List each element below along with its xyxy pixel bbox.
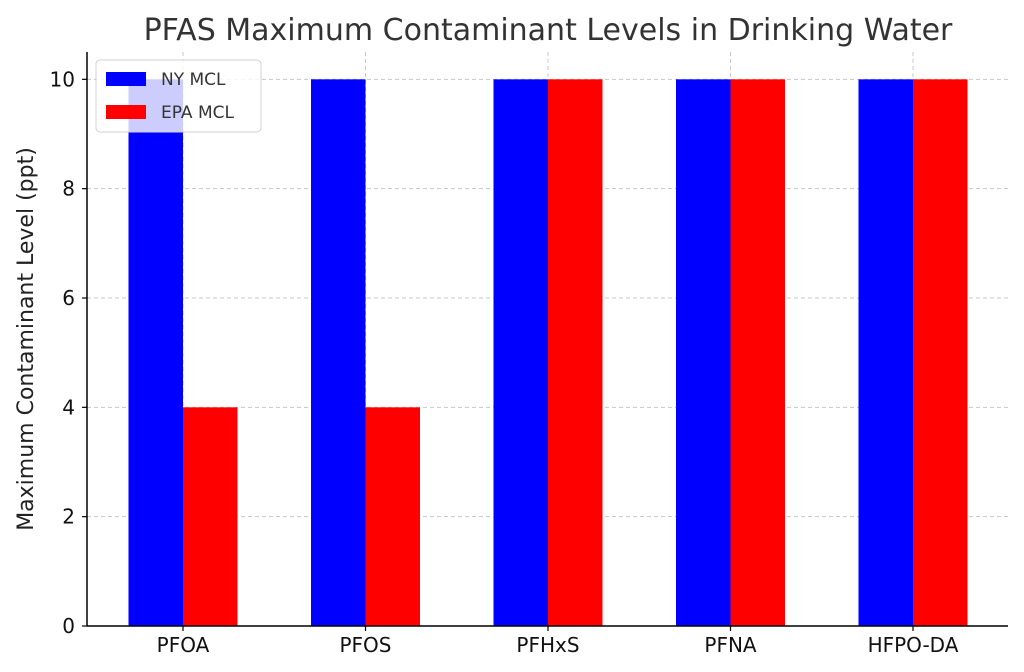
x-tick-label: PFNA <box>704 633 757 657</box>
x-tick-label: HFPO-DA <box>868 633 959 657</box>
legend-label-ny-mcl: NY MCL <box>161 70 226 90</box>
x-tick-label: PFHxS <box>516 633 579 657</box>
bar-epa-mcl-hfpo-da <box>913 79 968 627</box>
y-tick-label: 2 <box>62 505 75 529</box>
bar-ny-mcl-pfos <box>311 79 366 627</box>
bar-epa-mcl-pfos <box>365 407 420 626</box>
legend: NY MCL EPA MCL <box>95 59 262 133</box>
x-tick-label: PFOA <box>157 633 210 657</box>
y-tick-label: 8 <box>62 177 75 201</box>
bar-epa-mcl-pfhxs <box>548 79 603 627</box>
tick-labels: 0 2 4 6 8 10 PFOA PFOS PFHxS PFNA HFPO-DA <box>50 67 959 657</box>
bar-epa-mcl-pfna <box>730 79 785 627</box>
x-tick-label: PFOS <box>339 633 391 657</box>
legend-label-epa-mcl: EPA MCL <box>161 103 234 123</box>
legend-swatch-epa-mcl <box>106 105 146 119</box>
legend-swatch-ny-mcl <box>106 72 146 86</box>
bar-ny-mcl-hfpo-da <box>858 79 913 627</box>
y-axis-title: Maximum Contaminant Level (ppt) <box>14 147 39 531</box>
bar-ny-mcl-pfhxs <box>493 79 548 627</box>
bar-ny-mcl-pfoa <box>128 79 183 627</box>
axes <box>82 52 1008 631</box>
y-tick-label: 10 <box>50 67 75 91</box>
chart-title: PFAS Maximum Contaminant Levels in Drink… <box>144 13 953 48</box>
bars <box>128 79 968 627</box>
y-tick-label: 6 <box>62 286 75 310</box>
bar-ny-mcl-pfna <box>676 79 731 627</box>
y-tick-label: 0 <box>62 614 75 638</box>
y-tick-label: 4 <box>62 395 75 419</box>
bar-epa-mcl-pfoa <box>183 407 238 626</box>
